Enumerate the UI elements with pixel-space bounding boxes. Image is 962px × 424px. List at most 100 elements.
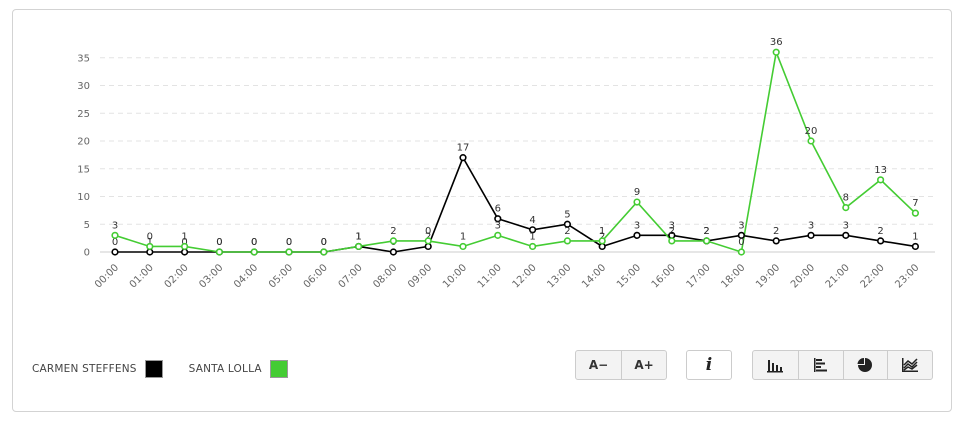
x-tick-label: 23:00 bbox=[893, 262, 921, 290]
x-tick-label: 03:00 bbox=[197, 262, 225, 290]
data-label: 0 bbox=[112, 237, 118, 248]
data-point bbox=[494, 215, 502, 223]
data-label: 3 bbox=[738, 220, 744, 231]
x-tick-label: 19:00 bbox=[754, 262, 782, 290]
data-point bbox=[528, 242, 537, 251]
data-label: 0 bbox=[286, 237, 292, 248]
info-button[interactable]: i bbox=[686, 350, 732, 380]
x-tick-label: 22:00 bbox=[859, 262, 887, 290]
y-tick-label-10: 10 bbox=[77, 192, 90, 203]
horizontal-bar-chart-icon bbox=[813, 358, 827, 372]
data-label: 1 bbox=[147, 237, 153, 248]
legend-item-carmen-steffens[interactable]: CARMEN STEFFENS bbox=[32, 360, 163, 378]
data-point bbox=[876, 237, 885, 245]
data-point bbox=[389, 248, 398, 256]
x-tick-label: 09:00 bbox=[406, 262, 434, 290]
data-point bbox=[737, 248, 746, 256]
series-line-0 bbox=[115, 155, 916, 253]
font-increase-button[interactable]: A+ bbox=[621, 351, 666, 379]
data-label: 1 bbox=[355, 231, 361, 242]
x-tick-label: 00:00 bbox=[93, 262, 121, 290]
data-point bbox=[563, 237, 572, 245]
legend-swatch-carmen-steffens bbox=[144, 360, 163, 378]
data-label: 2 bbox=[599, 231, 605, 242]
data-label: 0 bbox=[425, 226, 431, 237]
data-point bbox=[911, 242, 920, 251]
data-label: 2 bbox=[703, 226, 709, 237]
x-tick-label: 14:00 bbox=[580, 262, 608, 290]
data-label: 2 bbox=[773, 226, 779, 237]
x-tick-label: 12:00 bbox=[511, 262, 539, 290]
data-label: 0 bbox=[738, 237, 744, 248]
data-label: 20 bbox=[805, 126, 818, 137]
y-tick-label-25: 25 bbox=[77, 109, 90, 120]
x-tick-label: 01:00 bbox=[128, 262, 156, 290]
x-tick-label: 21:00 bbox=[824, 262, 852, 290]
y-tick-label-35: 35 bbox=[77, 53, 90, 64]
data-point bbox=[215, 248, 223, 256]
data-label: 2 bbox=[669, 226, 675, 237]
data-point bbox=[737, 231, 746, 239]
data-label: 3 bbox=[495, 220, 501, 231]
data-label: 1 bbox=[599, 226, 605, 237]
legend-item-santa-lolla[interactable]: SANTA LOLLA bbox=[189, 360, 288, 378]
data-label: 1 bbox=[181, 231, 187, 242]
x-tick-label: 17:00 bbox=[685, 262, 713, 290]
data-point bbox=[111, 248, 119, 256]
data-label: 3 bbox=[808, 220, 814, 231]
data-label: 3 bbox=[634, 220, 640, 231]
font-decrease-button[interactable]: A− bbox=[588, 358, 609, 372]
chart-card bbox=[12, 9, 952, 412]
data-point bbox=[494, 231, 502, 239]
y-tick-label-0: 0 bbox=[84, 248, 90, 259]
x-tick-label: 04:00 bbox=[232, 262, 260, 290]
x-tick-label: 13:00 bbox=[545, 262, 573, 290]
data-point bbox=[668, 237, 676, 245]
x-tick-label: 07:00 bbox=[337, 262, 365, 290]
data-point bbox=[598, 237, 606, 245]
data-point bbox=[459, 154, 467, 162]
data-point bbox=[876, 176, 885, 184]
x-tick-label: 10:00 bbox=[441, 262, 469, 290]
y-tick-label-15: 15 bbox=[77, 164, 90, 175]
data-label: 17 bbox=[457, 143, 470, 154]
data-point bbox=[807, 137, 815, 145]
data-label: 0 bbox=[216, 237, 222, 248]
legend-label-santa-lolla: SANTA LOLLA bbox=[188, 363, 262, 375]
x-tick-label: 15:00 bbox=[615, 262, 643, 290]
data-label: 1 bbox=[355, 231, 361, 242]
data-label: 3 bbox=[843, 220, 849, 231]
data-point bbox=[181, 242, 189, 251]
data-point bbox=[459, 242, 467, 251]
area-chart-icon bbox=[902, 358, 919, 372]
data-point bbox=[633, 198, 641, 206]
y-tick-label-5: 5 bbox=[84, 220, 90, 231]
bar-chart-icon bbox=[767, 360, 784, 373]
data-point bbox=[320, 248, 328, 256]
data-label: 2 bbox=[390, 226, 396, 237]
pie-chart-button[interactable] bbox=[842, 351, 888, 379]
data-label: 3 bbox=[112, 220, 118, 231]
x-tick-label: 05:00 bbox=[267, 262, 295, 290]
data-label: 1 bbox=[912, 231, 918, 242]
data-label: 3 bbox=[669, 220, 675, 231]
bar-chart-button[interactable] bbox=[753, 351, 798, 379]
area-chart-button[interactable] bbox=[887, 351, 932, 379]
horizontal-bar-chart-button[interactable] bbox=[797, 351, 843, 379]
data-label: 0 bbox=[147, 231, 153, 242]
x-tick-label: 18:00 bbox=[719, 262, 747, 290]
data-point bbox=[389, 237, 398, 245]
data-point bbox=[842, 231, 850, 239]
data-point bbox=[424, 237, 432, 245]
data-point bbox=[842, 204, 850, 212]
data-point bbox=[146, 242, 154, 251]
data-label: 8 bbox=[843, 193, 849, 204]
data-label: 13 bbox=[874, 165, 887, 176]
data-label: 9 bbox=[634, 187, 640, 198]
data-label: 0 bbox=[251, 237, 257, 248]
data-label: 5 bbox=[564, 209, 570, 220]
data-label: 2 bbox=[564, 226, 570, 237]
x-tick-label: 20:00 bbox=[789, 262, 817, 290]
data-label: 0 bbox=[321, 237, 327, 248]
